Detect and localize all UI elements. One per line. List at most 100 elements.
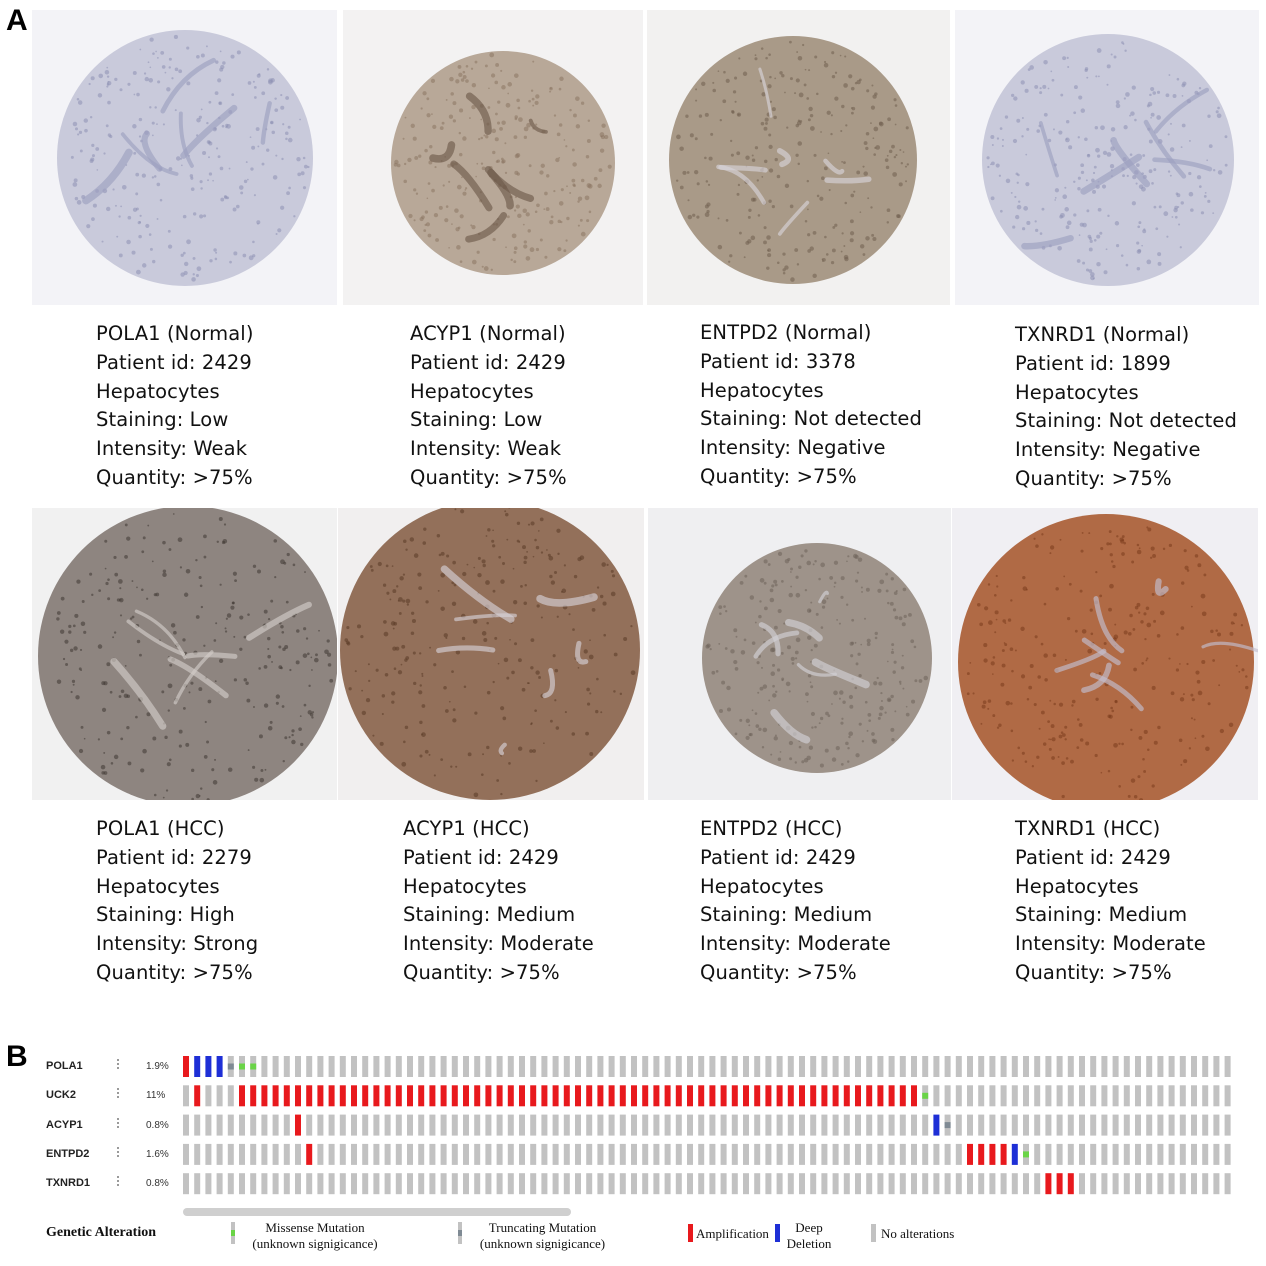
sample-cell <box>922 1143 929 1165</box>
legend-amplification: Amplification <box>696 1226 769 1241</box>
sample-cell <box>1112 1114 1119 1136</box>
caption-quantity: Quantity: >75% <box>700 464 857 488</box>
sample-cell <box>832 1114 839 1136</box>
mutation-mark <box>250 1063 257 1070</box>
mutation-mark <box>1023 1151 1029 1158</box>
sample-cell <box>362 1085 369 1107</box>
sample-cell <box>631 1114 637 1136</box>
sample-cell <box>1000 1173 1007 1195</box>
legend-deep-line1: Deep <box>795 1220 823 1235</box>
sample-cell <box>1067 1085 1074 1107</box>
sample-cell <box>698 1114 705 1136</box>
sample-cell <box>183 1143 189 1165</box>
caption-hcc-2: ACYP1 (HCC) Patient id: 2429 Hepatocytes St… <box>403 815 594 988</box>
sample-cell <box>955 1143 962 1165</box>
sample-cell <box>743 1114 749 1136</box>
sample-cell <box>1179 1143 1186 1165</box>
sample-cell <box>1034 1056 1041 1077</box>
sample-cell <box>1056 1056 1063 1077</box>
sample-cell <box>978 1085 985 1107</box>
tissue-core <box>982 34 1234 286</box>
sample-cell <box>328 1173 335 1195</box>
sample-cell <box>978 1114 985 1136</box>
sample-cell <box>552 1173 559 1195</box>
sample-cell <box>1213 1173 1220 1195</box>
sample-cell <box>642 1173 649 1195</box>
row-menu-icon[interactable] <box>117 1059 120 1071</box>
row-menu-icon[interactable] <box>117 1088 120 1100</box>
sample-cell <box>395 1143 402 1165</box>
sample-cell <box>552 1085 559 1107</box>
sample-cell <box>821 1173 828 1195</box>
sample-cell <box>429 1143 436 1165</box>
sample-cell <box>1112 1056 1119 1077</box>
sample-cell <box>765 1085 772 1107</box>
sample-cell <box>1023 1114 1029 1136</box>
sample-cell <box>911 1085 917 1107</box>
sample-cell <box>799 1114 805 1136</box>
sample-cell <box>295 1114 301 1136</box>
sample-cell <box>1168 1114 1175 1136</box>
sample-cell <box>776 1056 783 1077</box>
sample-cell <box>1045 1143 1052 1165</box>
sample-cell <box>530 1085 537 1107</box>
sample-cell <box>1101 1173 1108 1195</box>
panel-a-label: A <box>6 4 28 37</box>
sample-cell <box>418 1114 425 1136</box>
ihc-image-hcc-4 <box>952 508 1258 800</box>
sample-cell <box>1168 1056 1175 1077</box>
oncoprint-scrollbar[interactable] <box>183 1208 571 1216</box>
sample-cell <box>1000 1143 1007 1165</box>
sample-cell <box>183 1173 189 1195</box>
sample-cell <box>1090 1085 1097 1107</box>
caption-cell: Hepatocytes <box>96 874 220 898</box>
sample-cell <box>955 1114 962 1136</box>
sample-cell <box>575 1085 581 1107</box>
sample-cell <box>205 1056 212 1077</box>
caption-hcc-1: POLA1 (HCC) Patient id: 2279 Hepatocytes St… <box>96 815 258 988</box>
sample-cell <box>1045 1114 1052 1136</box>
sample-cell <box>1202 1114 1209 1136</box>
caption-normal-2: ACYP1 (Normal) Patient id: 2429 Hepatocyte… <box>410 320 567 493</box>
row-menu-icon[interactable] <box>117 1117 120 1130</box>
sample-cell <box>1146 1085 1153 1107</box>
sample-cell <box>295 1173 301 1195</box>
sample-cell <box>653 1173 660 1195</box>
sample-cell <box>978 1143 985 1165</box>
sample-cell <box>272 1173 279 1195</box>
sample-cell <box>1011 1085 1018 1107</box>
sample-cell <box>295 1056 301 1077</box>
sample-cell <box>418 1143 425 1165</box>
caption-gene: ENTPD2 (Normal) <box>700 321 872 344</box>
sample-cell <box>295 1143 301 1165</box>
sample-cell <box>407 1114 413 1136</box>
caption-patient: Patient id: 2429 <box>96 350 252 374</box>
ihc-image-normal-4 <box>955 10 1259 305</box>
sample-cell <box>955 1173 962 1195</box>
sample-cell <box>787 1056 794 1077</box>
sample-cell <box>731 1056 738 1077</box>
row-menu-icon[interactable] <box>117 1146 120 1159</box>
sample-cell <box>1135 1056 1141 1077</box>
sample-cell <box>373 1143 380 1165</box>
sample-cell <box>194 1056 201 1077</box>
caption-intensity: Intensity: Strong <box>96 932 259 956</box>
sample-cell <box>675 1085 682 1107</box>
missense-legend-icon <box>231 1222 235 1244</box>
sample-cell <box>922 1173 929 1195</box>
sample-cell <box>541 1173 548 1195</box>
sample-cell <box>687 1114 693 1136</box>
sample-cell <box>384 1056 391 1077</box>
sample-cell <box>1146 1143 1153 1165</box>
sample-cell <box>429 1173 436 1195</box>
sample-cell <box>1168 1143 1175 1165</box>
sample-cell <box>183 1056 189 1077</box>
sample-cell <box>1079 1143 1085 1165</box>
sample-cell <box>1079 1173 1085 1195</box>
sample-cell <box>541 1143 548 1165</box>
sample-cell <box>810 1056 817 1077</box>
sample-cell <box>799 1173 805 1195</box>
caption-patient: Patient id: 3378 <box>700 349 856 373</box>
sample-cell <box>776 1085 783 1107</box>
row-menu-icon[interactable] <box>117 1176 120 1188</box>
